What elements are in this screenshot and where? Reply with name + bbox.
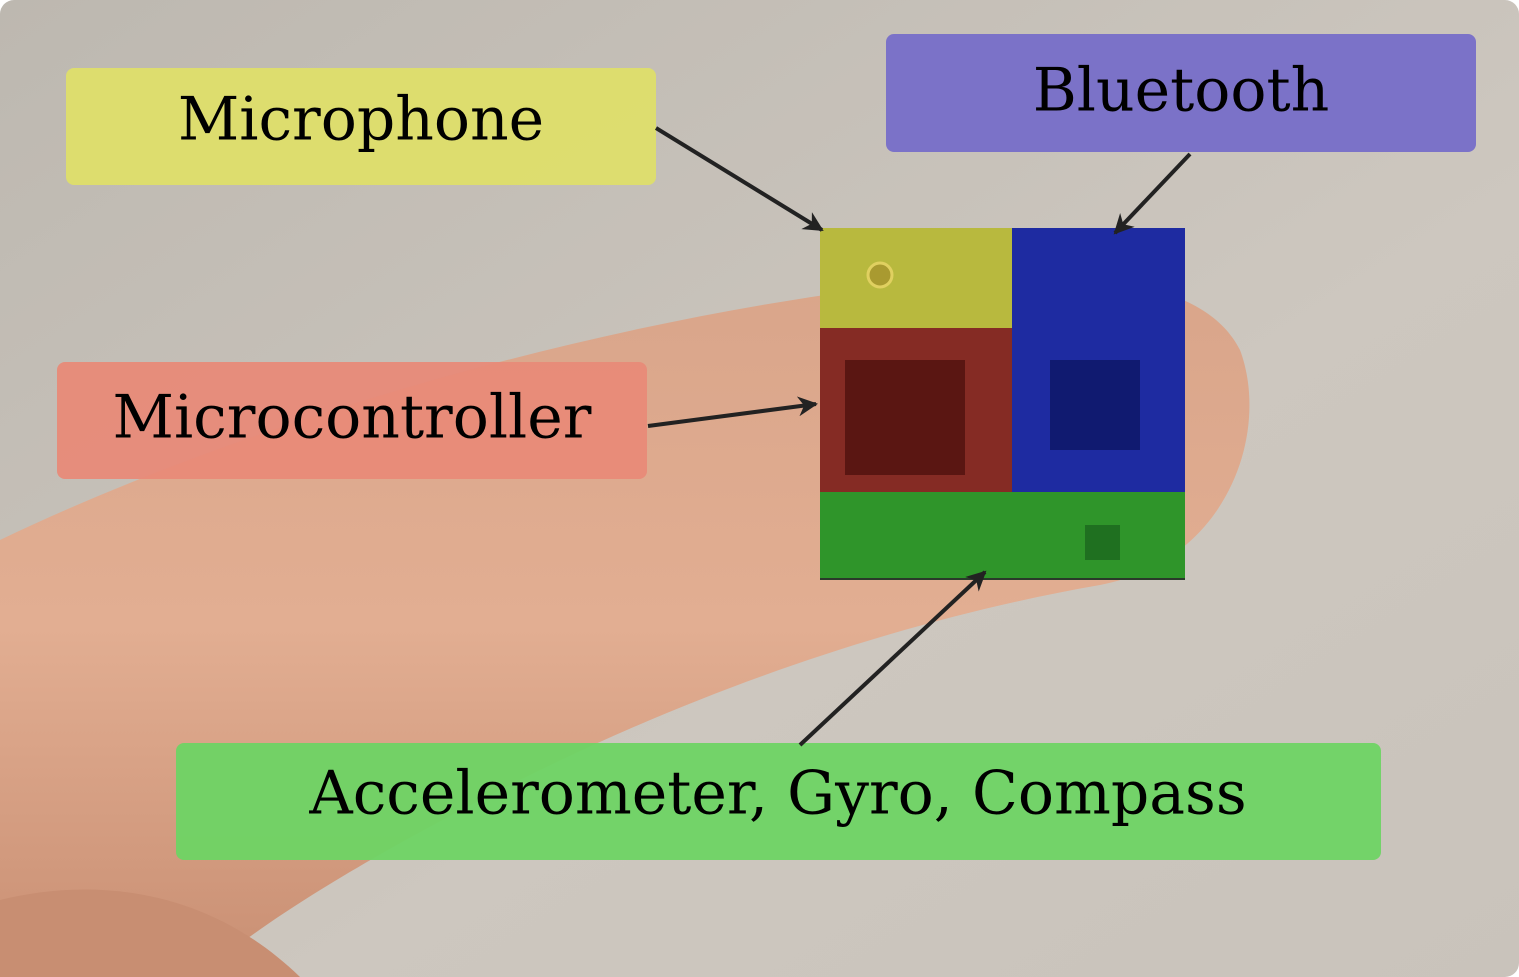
label: Accelerometer, Gyro, Compass (308, 759, 1246, 829)
label-box (66, 68, 656, 185)
mcu-chip (845, 360, 965, 475)
bt-chip (1050, 360, 1140, 450)
label: Microcontroller (113, 383, 592, 453)
label-box (57, 362, 647, 479)
microphone-region (820, 228, 1012, 328)
arrows (647, 126, 1192, 747)
arrow (654, 126, 824, 232)
sensor-region (820, 492, 1185, 578)
arrow (798, 570, 987, 747)
circuit-board (820, 228, 1185, 580)
arrow (1113, 152, 1192, 235)
sensor-chip (1085, 525, 1120, 560)
second-finger (0, 889, 300, 977)
label: Bluetooth (1033, 56, 1330, 126)
mic-port (866, 261, 894, 289)
label-box (176, 743, 1381, 860)
label: Microphone (178, 85, 544, 155)
arrow (647, 396, 818, 428)
label-box (886, 34, 1476, 152)
